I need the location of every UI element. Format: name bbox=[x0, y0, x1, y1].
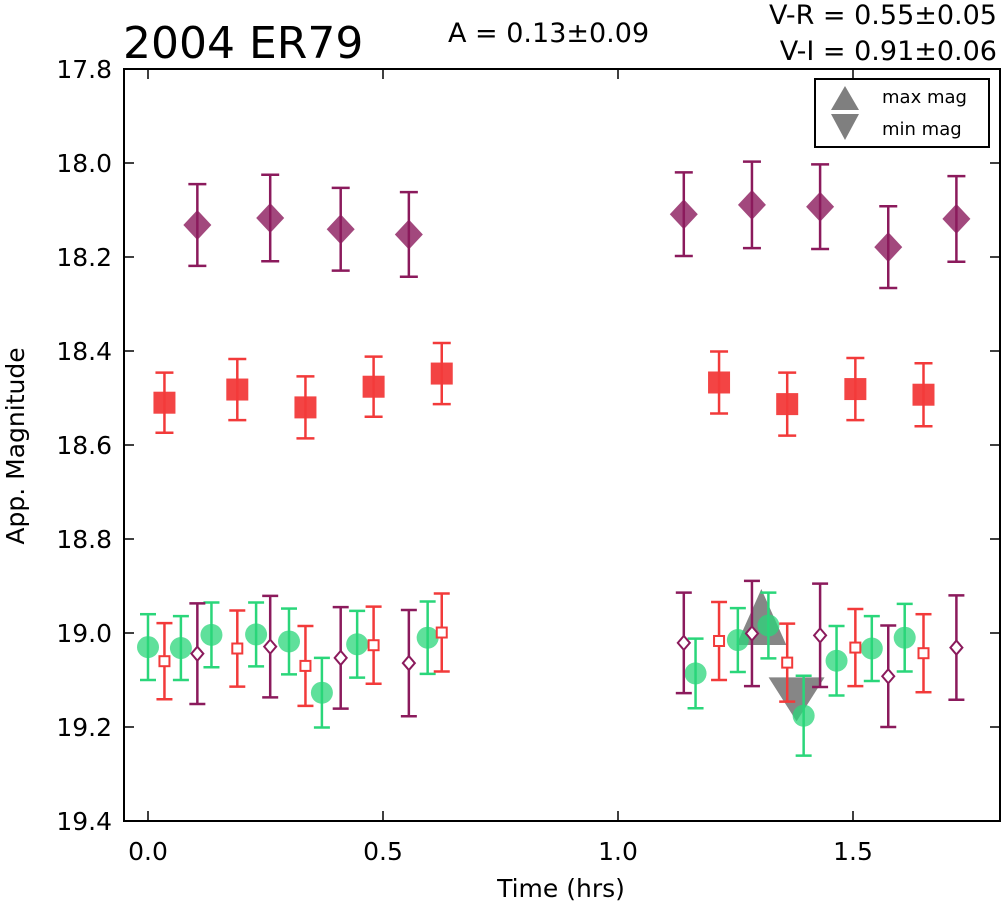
x-axis-label: Time (hrs) bbox=[496, 874, 625, 903]
y-tick-label: 18.0 bbox=[56, 149, 112, 178]
square-point bbox=[776, 393, 799, 416]
open-diamond-point bbox=[676, 634, 692, 652]
y-tick-label: 19.2 bbox=[56, 713, 112, 742]
diamond-point bbox=[326, 214, 355, 245]
amplitude-label: A = 0.13±0.09 bbox=[448, 18, 649, 49]
open-square-point bbox=[849, 641, 862, 654]
square-point bbox=[430, 362, 453, 385]
x-axis-ticks: 0.0 0.5 1.0 1.5 bbox=[128, 69, 873, 866]
x-tick-label: 1.0 bbox=[598, 837, 638, 866]
open-square-point bbox=[367, 639, 380, 652]
diamond-point bbox=[942, 203, 971, 234]
open-diamond-point bbox=[812, 626, 828, 644]
plot-area bbox=[137, 160, 971, 757]
diamond-point bbox=[669, 199, 698, 230]
open-diamond-point bbox=[262, 638, 278, 656]
y-tick-label: 18.8 bbox=[56, 525, 112, 554]
y-tick-label: 19.0 bbox=[56, 619, 112, 648]
legend-label-max-mag: max mag bbox=[882, 87, 967, 108]
square-point bbox=[708, 371, 731, 394]
circle-point bbox=[278, 630, 300, 653]
diamond-point bbox=[806, 191, 835, 222]
circle-point bbox=[684, 662, 707, 685]
color-vi-label: V-I = 0.91±0.06 bbox=[780, 36, 997, 67]
circle-point bbox=[169, 637, 192, 660]
square-point bbox=[912, 383, 935, 406]
open-square-point bbox=[231, 642, 244, 655]
circle-point bbox=[416, 626, 439, 649]
legend-triangle-up-icon bbox=[831, 86, 859, 110]
circle-point bbox=[726, 629, 749, 652]
open-diamond-point bbox=[949, 639, 964, 657]
circle-point bbox=[825, 649, 848, 672]
open-diamond-point bbox=[190, 645, 205, 663]
x-tick-label: 0.5 bbox=[363, 837, 403, 866]
square-point bbox=[844, 378, 867, 401]
y-tick-label: 18.6 bbox=[56, 431, 112, 460]
y-tick-label: 17.8 bbox=[56, 55, 112, 84]
y-axis-label: App. Magnitude bbox=[1, 347, 30, 544]
circle-point bbox=[310, 681, 333, 704]
open-diamond-point bbox=[333, 649, 349, 667]
square-point bbox=[153, 391, 176, 414]
chart-title: 2004 ER79 bbox=[123, 18, 363, 69]
y-tick-label: 18.2 bbox=[56, 243, 112, 272]
x-tick-label: 0.0 bbox=[128, 837, 168, 866]
square-point bbox=[362, 375, 385, 398]
legend-triangle-down-icon bbox=[831, 114, 859, 140]
legend-label-min-mag: min mag bbox=[882, 119, 962, 140]
plot-frame bbox=[123, 68, 1001, 822]
open-diamond-point bbox=[880, 667, 896, 685]
circle-point bbox=[137, 636, 159, 659]
y-tick-label: 19.4 bbox=[56, 807, 112, 836]
square-point bbox=[294, 396, 317, 419]
circle-point bbox=[245, 623, 268, 646]
open-square-point bbox=[781, 656, 794, 669]
circle-point bbox=[346, 633, 369, 656]
diamond-point bbox=[737, 189, 766, 220]
diamond-point bbox=[874, 232, 903, 263]
y-tick-label: 18.4 bbox=[56, 337, 112, 366]
circle-point bbox=[860, 637, 883, 660]
open-square-point bbox=[435, 626, 448, 639]
circle-point bbox=[792, 704, 815, 727]
open-square-point bbox=[299, 659, 312, 672]
circle-point bbox=[200, 623, 223, 646]
open-square-point bbox=[713, 634, 726, 647]
legend: max mag min mag bbox=[814, 78, 990, 148]
circle-point bbox=[893, 626, 916, 649]
open-diamond-point bbox=[401, 654, 417, 672]
square-point bbox=[226, 378, 249, 401]
x-tick-label: 1.5 bbox=[833, 837, 873, 866]
open-diamond-point bbox=[744, 624, 760, 643]
circle-point bbox=[757, 614, 780, 637]
color-vr-label: V-R = 0.55±0.05 bbox=[769, 0, 997, 31]
open-square-point bbox=[158, 655, 171, 668]
diamond-point bbox=[394, 219, 423, 250]
min-mag-triangle bbox=[768, 677, 825, 722]
diamond-point bbox=[183, 210, 212, 241]
open-square-point bbox=[917, 647, 930, 660]
y-axis-ticks: 17.8 18.0 18.2 18.4 18.6 18.8 19.0 19.2 19.4 bbox=[56, 55, 1000, 836]
diamond-point bbox=[256, 202, 285, 233]
